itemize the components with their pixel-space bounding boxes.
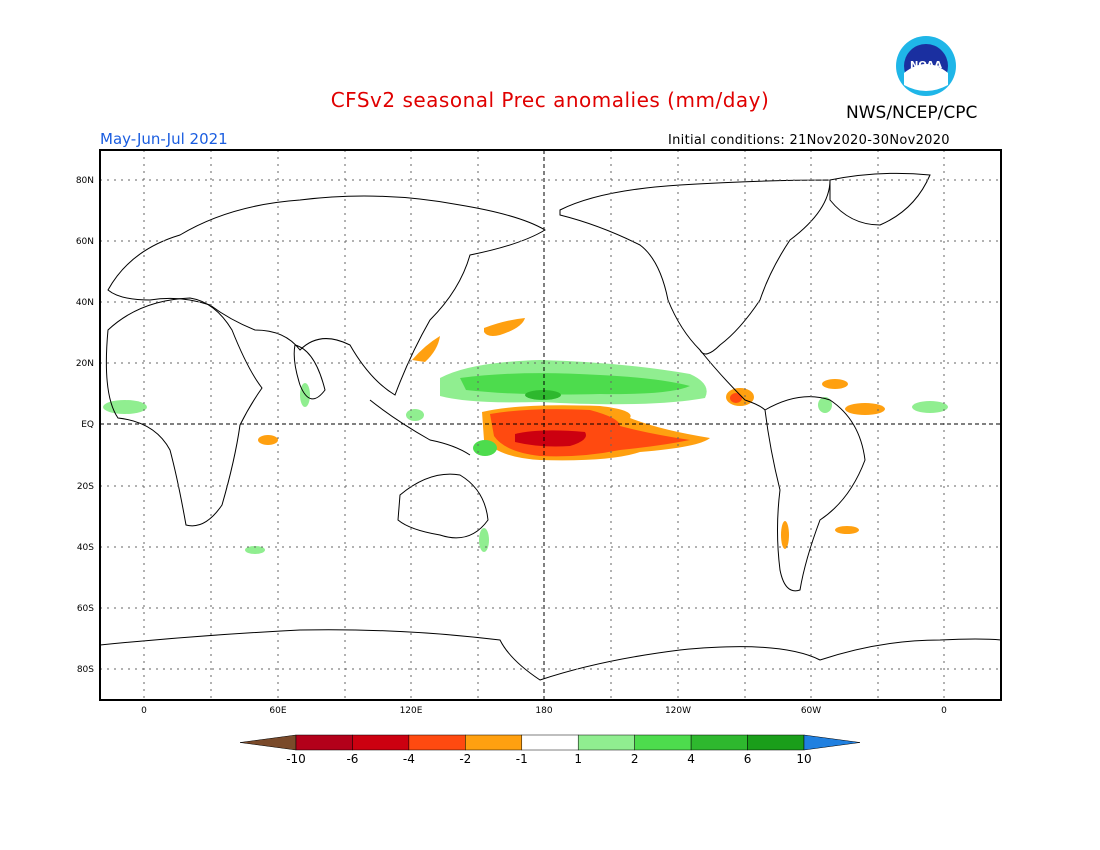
- colorbar-label: -6: [346, 752, 358, 766]
- lat-tick: 40S: [77, 543, 94, 553]
- lon-tick: 60W: [801, 706, 821, 716]
- colorbar-label: -1: [516, 752, 528, 766]
- dry-patch-atlantic-1: [822, 379, 848, 389]
- colorbar-label: -2: [459, 752, 471, 766]
- lat-tick: 20S: [77, 482, 94, 492]
- gridlines: [100, 150, 1001, 700]
- wet-patch-south-indian: [245, 546, 265, 554]
- dry-patch-indian: [258, 435, 278, 445]
- noaa-logo: NOAA: [896, 36, 956, 96]
- dry-patch-nw-pacific: [484, 318, 525, 336]
- dry-patch-caribbean-core: [730, 393, 742, 403]
- coast-greenland: [829, 172, 931, 226]
- wet-patch-colombia: [818, 397, 832, 413]
- lat-tick: 40N: [76, 298, 94, 308]
- colorbar: -10 -6 -4 -2 -1 1 2 4 6 10: [239, 734, 861, 766]
- colorbar-swatch: [747, 734, 805, 751]
- wet-band-pacific-core: [525, 390, 561, 400]
- agency-label: NWS/NCEP/CPC: [846, 103, 978, 123]
- colorbar-swatch: [295, 734, 353, 751]
- lon-tick: 120W: [665, 706, 691, 716]
- colorbar-label: 1: [574, 752, 582, 766]
- initial-conditions-label: Initial conditions: 21Nov2020-30Nov2020: [668, 133, 950, 148]
- colorbar-label: 6: [744, 752, 752, 766]
- lat-tick: 60N: [76, 237, 94, 247]
- coastlines: [100, 172, 1001, 681]
- lat-tick: 80N: [76, 176, 94, 186]
- lon-tick: 180: [535, 706, 552, 716]
- colorbar-swatch: [690, 734, 748, 751]
- colorbar-swatch: [577, 734, 635, 751]
- dry-patch-east-asia: [412, 336, 440, 362]
- wet-patch-nz: [479, 528, 489, 552]
- map-frame: [99, 149, 1002, 701]
- colorbar-arrow-low: [239, 734, 297, 751]
- equator-dateline: [100, 150, 1001, 700]
- lon-tick: 0: [141, 706, 147, 716]
- colorbar-label: 10: [796, 752, 811, 766]
- lat-tick: 80S: [77, 665, 94, 675]
- lon-tick: 60E: [269, 706, 286, 716]
- coast-india: [293, 344, 326, 400]
- wet-patch-atlantic: [912, 401, 948, 413]
- coast-central-america: [699, 349, 766, 411]
- colorbar-label: 2: [631, 752, 639, 766]
- colorbar-swatch: [465, 734, 523, 751]
- coast-africa: [105, 297, 263, 527]
- lat-tick: 60S: [77, 604, 94, 614]
- lat-tick: EQ: [81, 420, 94, 430]
- coast-indonesia: [369, 399, 471, 456]
- dry-patch-atlantic-2: [845, 403, 885, 415]
- season-label: May-Jun-Jul 2021: [100, 130, 228, 148]
- colorbar-swatch: [408, 734, 466, 751]
- lon-tick: 0: [941, 706, 947, 716]
- colorbar-label: -4: [403, 752, 415, 766]
- lat-axis: 80N 60N 40N 20N EQ 20S 40S 60S 80S: [76, 176, 94, 675]
- anomaly-shading: [103, 318, 948, 554]
- map-title: CFSv2 seasonal Prec anomalies (mm/day): [330, 88, 770, 112]
- wet-band-pacific-inner: [460, 373, 690, 395]
- colorbar-label: -10: [286, 752, 306, 766]
- lat-tick: 20N: [76, 359, 94, 369]
- coast-australia: [397, 473, 489, 539]
- coast-eurasia: [107, 195, 546, 396]
- wet-patch-west-africa: [103, 400, 147, 414]
- lon-axis: 0 60E 120E 180 120W 60W 0: [141, 706, 947, 716]
- colorbar-swatch: [634, 734, 692, 751]
- dry-patch-chile: [781, 521, 789, 549]
- wet-patch-maritime: [473, 440, 497, 456]
- logo-text: NOAA: [910, 60, 942, 71]
- colorbar-label: 4: [687, 752, 695, 766]
- dry-patch-south-atlantic: [835, 526, 859, 534]
- coast-north-america: [559, 179, 831, 355]
- colorbar-arrow-high: [803, 734, 861, 751]
- coast-antarctica: [100, 629, 1001, 681]
- wet-patch-sea: [406, 409, 424, 421]
- colorbar-swatch: [352, 734, 410, 751]
- dry-anomaly-pacific-core: [515, 430, 586, 447]
- lon-tick: 120E: [400, 706, 423, 716]
- colorbar-swatch: [521, 734, 579, 751]
- coast-south-america: [764, 396, 866, 592]
